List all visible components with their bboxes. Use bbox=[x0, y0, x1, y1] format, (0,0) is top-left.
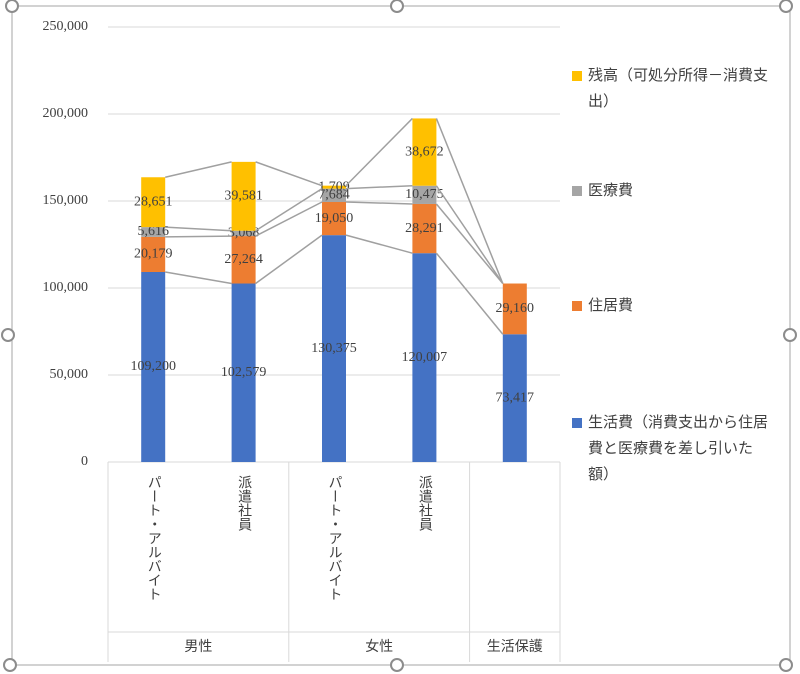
bar-segment bbox=[322, 185, 346, 189]
handle[interactable] bbox=[783, 328, 797, 342]
bar-segment bbox=[412, 185, 437, 204]
bar-segment bbox=[412, 203, 437, 254]
group-label: 男性 bbox=[184, 639, 212, 655]
bar-segment bbox=[322, 188, 346, 203]
bar-segment bbox=[231, 230, 256, 237]
handle[interactable] bbox=[390, 658, 404, 672]
series-line bbox=[345, 184, 413, 190]
handle[interactable] bbox=[1, 328, 15, 342]
series-line bbox=[255, 161, 323, 187]
series-line bbox=[165, 226, 232, 232]
legend-swatch bbox=[572, 418, 582, 428]
x-tick-label: パート・アルバイト bbox=[327, 475, 342, 601]
bar-segment bbox=[141, 271, 166, 462]
handle[interactable] bbox=[779, 658, 793, 672]
bar-segment bbox=[502, 334, 527, 462]
group-label: 女性 bbox=[365, 638, 393, 655]
x-tick-label: 派遣社員 bbox=[236, 475, 252, 531]
series-line bbox=[255, 234, 323, 285]
data-label: 73,417 bbox=[496, 390, 535, 405]
data-label: 28,291 bbox=[405, 221, 444, 236]
y-tick-label: 100,000 bbox=[43, 280, 89, 295]
series-line bbox=[345, 201, 413, 205]
series-line bbox=[435, 185, 504, 284]
bar-segment bbox=[141, 227, 166, 237]
bar-segment bbox=[502, 283, 527, 335]
bar-segment bbox=[141, 177, 166, 228]
data-label: 39,581 bbox=[224, 189, 263, 204]
data-label: 38,672 bbox=[405, 144, 444, 159]
handle[interactable] bbox=[779, 0, 793, 13]
series-line bbox=[165, 235, 232, 238]
y-tick-label: 150,000 bbox=[43, 193, 89, 208]
bar-segment bbox=[231, 236, 256, 284]
legend-label: 医療費 bbox=[588, 183, 634, 199]
x-tick-label: パート・アルバイト bbox=[146, 475, 161, 601]
data-label: 1,709 bbox=[318, 179, 350, 194]
legend-label: 住居費 bbox=[588, 298, 634, 314]
data-label: 102,579 bbox=[221, 365, 267, 380]
series-line bbox=[165, 161, 232, 178]
data-label: 10,475 bbox=[405, 187, 444, 202]
handle[interactable] bbox=[390, 0, 404, 13]
series-line bbox=[255, 201, 323, 237]
legend-label: 残高（可処分所得－消費支出） bbox=[588, 68, 769, 110]
handle[interactable] bbox=[3, 658, 17, 672]
legend-swatch bbox=[572, 71, 582, 81]
data-label: 20,179 bbox=[134, 247, 173, 262]
group-label: 生活保護 bbox=[487, 639, 543, 655]
data-label: 5,616 bbox=[137, 224, 169, 239]
data-label: 27,264 bbox=[224, 252, 263, 267]
bar-segment bbox=[141, 236, 166, 272]
bar-segment bbox=[322, 202, 346, 236]
bar-segment bbox=[231, 161, 256, 231]
data-label: 29,160 bbox=[496, 301, 535, 316]
bar-segment bbox=[231, 283, 256, 462]
legend-item: 住居費 bbox=[572, 293, 772, 319]
data-label: 28,651 bbox=[134, 194, 173, 209]
legend-item: 生活費（消費支出から住居費と医療費を差し引いた額） bbox=[572, 410, 772, 488]
y-tick-label: 200,000 bbox=[43, 106, 89, 121]
series-line bbox=[345, 117, 413, 187]
data-label: 109,200 bbox=[130, 359, 176, 374]
data-label: 7,684 bbox=[318, 188, 350, 203]
data-label: 120,007 bbox=[402, 350, 448, 365]
series-line bbox=[435, 252, 504, 335]
y-tick-label: 50,000 bbox=[50, 367, 89, 382]
y-tick-label: 0 bbox=[81, 454, 88, 469]
bar-segment bbox=[412, 118, 437, 186]
legend-swatch bbox=[572, 301, 582, 311]
series-line bbox=[435, 118, 504, 284]
data-label: 19,050 bbox=[315, 211, 354, 226]
series-line bbox=[255, 187, 323, 232]
legend-swatch bbox=[572, 186, 582, 196]
handle[interactable] bbox=[5, 0, 19, 13]
series-line bbox=[165, 271, 232, 285]
series-line bbox=[435, 203, 504, 284]
data-label: 130,375 bbox=[311, 341, 357, 356]
legend-item: 残高（可処分所得－消費支出） bbox=[572, 63, 772, 115]
bar-segment bbox=[412, 253, 437, 462]
series-line bbox=[345, 234, 413, 254]
legend-item: 医療費 bbox=[572, 178, 772, 204]
legend-label: 生活費（消費支出から住居費と医療費を差し引いた額） bbox=[588, 415, 769, 483]
bar-segment bbox=[322, 235, 346, 462]
y-tick-label: 250,000 bbox=[43, 19, 89, 34]
x-tick-label: 派遣社員 bbox=[417, 475, 433, 531]
